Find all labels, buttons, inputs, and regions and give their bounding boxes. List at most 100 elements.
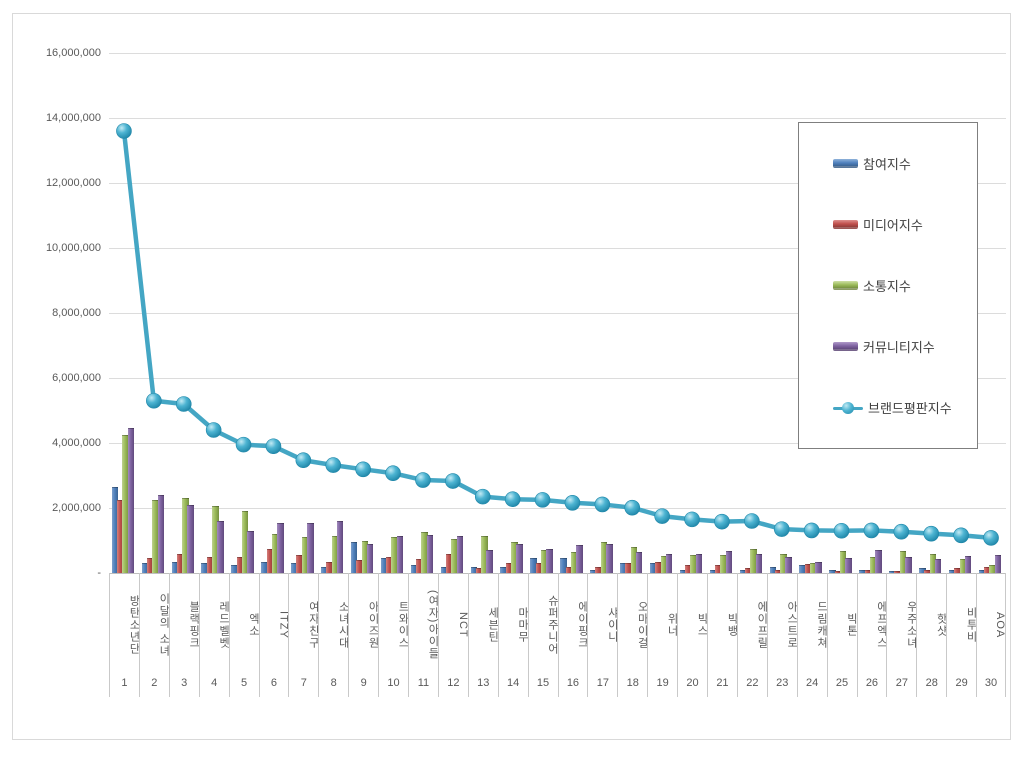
category-cell: ITZY 6 xyxy=(258,573,289,697)
category-cell: 빅톤 25 xyxy=(826,573,857,697)
bar-participation-index xyxy=(410,564,418,573)
bar-participation-index xyxy=(948,569,956,573)
brand-reputation-index-line-marker-icon xyxy=(833,401,863,414)
bar-community-index xyxy=(546,548,553,573)
brand-reputation-marker xyxy=(803,522,820,539)
bar-communication-index xyxy=(750,548,757,573)
bar-participation-index xyxy=(231,564,238,573)
bar-communication-index xyxy=(720,555,727,573)
category-label: 에이핑크 xyxy=(576,601,589,649)
brand-reputation-marker xyxy=(983,530,999,546)
brand-reputation-marker xyxy=(474,488,491,505)
category-rank-label: 9 xyxy=(360,677,367,689)
bar-community-index xyxy=(665,553,673,573)
brand-reputation-marker xyxy=(594,496,611,513)
category-rank-label: 26 xyxy=(865,677,879,689)
category-cell: 에이핑크 16 xyxy=(557,573,589,697)
y-axis-label: - xyxy=(97,567,101,579)
bar-media-index xyxy=(774,570,782,573)
bar-participation-index xyxy=(261,561,268,573)
bar-communication-index xyxy=(899,550,907,573)
category-rank-label: 2 xyxy=(151,677,158,689)
bar-participation-index xyxy=(111,486,119,573)
category-label: 아스트로 xyxy=(785,601,798,649)
category-label: 샤이니 xyxy=(606,607,619,643)
bar-participation-index xyxy=(321,566,328,573)
bar-community-index xyxy=(366,543,374,573)
bar-media-index xyxy=(296,555,303,573)
brand-reputation-marker xyxy=(295,452,312,469)
bar-participation-index xyxy=(919,568,926,573)
category-rank-label: 17 xyxy=(596,677,609,689)
bar-participation-index xyxy=(739,570,747,573)
bar-participation-index xyxy=(500,566,507,573)
category-cell: 오마이걸 18 xyxy=(617,573,648,697)
category-cell: 이달의 소녀 2 xyxy=(138,573,170,697)
category-cell: AOA 30 xyxy=(976,573,1006,697)
gridline xyxy=(109,118,1006,119)
category-label: 레드벨벳 xyxy=(217,601,230,649)
category-rank-label: 4 xyxy=(211,677,218,689)
bar-participation-index xyxy=(829,570,836,573)
bar-media-index xyxy=(894,571,901,573)
bar-community-index xyxy=(217,521,224,573)
bar-community-index xyxy=(576,545,583,573)
category-rank-label: 7 xyxy=(300,677,307,689)
category-rank-label: 22 xyxy=(746,677,759,689)
category-cell: 드림캐쳐 24 xyxy=(796,573,828,697)
brand-reputation-marker xyxy=(953,527,969,544)
bar-community-index xyxy=(277,522,284,573)
bar-media-index xyxy=(924,570,931,573)
brand-reputation-marker xyxy=(415,472,431,488)
bar-communication-index xyxy=(540,550,548,573)
category-label: 소녀시대 xyxy=(337,601,350,649)
bar-media-index xyxy=(984,566,991,573)
y-axis-label: 12,000,000 xyxy=(45,177,101,189)
brand-reputation-marker xyxy=(744,513,760,529)
bar-participation-index xyxy=(620,563,627,573)
bar-participation-index xyxy=(978,569,986,573)
bar-community-index xyxy=(964,556,972,573)
bar-media-index xyxy=(655,561,662,573)
category-rank-label: 28 xyxy=(925,677,938,689)
category-rank-label: 15 xyxy=(536,677,550,689)
category-label: 아이즈원 xyxy=(367,601,380,649)
bar-communication-index xyxy=(570,551,578,573)
bar-participation-index xyxy=(590,569,597,573)
bar-communication-index xyxy=(660,556,668,573)
bar-communication-index xyxy=(600,542,608,573)
media-index-bar-swatch-icon xyxy=(833,220,858,229)
category-label: 우주소녀 xyxy=(905,601,918,649)
brand-reputation-marker xyxy=(175,396,192,412)
category-cell: 소녀시대 8 xyxy=(318,573,350,697)
bar-participation-index xyxy=(799,564,806,573)
category-cell: 블랙핑크 3 xyxy=(168,573,200,697)
bar-media-index xyxy=(117,499,124,573)
category-rank-label: 8 xyxy=(330,677,337,689)
category-cell: 방탄소년단 1 xyxy=(109,573,140,697)
bar-participation-index xyxy=(440,566,448,573)
bar-community-index xyxy=(815,562,822,573)
category-cell: 빅뱅 21 xyxy=(707,573,738,697)
legend-label: 브랜드평판지수 xyxy=(868,401,952,416)
brand-reputation-marker xyxy=(684,511,700,528)
category-cell: 위너 19 xyxy=(647,573,678,697)
chart-legend: 참여지수 미디어지수 소통지수 커뮤니티지수 브랜드평판지수 xyxy=(798,122,978,449)
gridline xyxy=(109,53,1006,54)
category-label: AOA xyxy=(993,611,1006,639)
legend-label: 커뮤니티지수 xyxy=(863,340,935,355)
gridline xyxy=(109,508,1006,509)
bar-media-index xyxy=(744,568,752,573)
bar-media-index xyxy=(864,570,872,573)
bar-media-index xyxy=(625,563,632,573)
legend-item-communication-index: 소통지수 xyxy=(833,276,977,295)
bar-community-index xyxy=(486,550,493,573)
category-cell: 마마무 14 xyxy=(497,573,529,697)
brand-reputation-marker xyxy=(923,525,940,542)
brand-reputation-marker xyxy=(773,521,790,537)
bar-community-index xyxy=(336,521,344,573)
category-cell: 샤이니 17 xyxy=(587,573,619,697)
category-cell: 아스트로 23 xyxy=(766,573,798,697)
category-label: 빅뱅 xyxy=(725,613,738,637)
